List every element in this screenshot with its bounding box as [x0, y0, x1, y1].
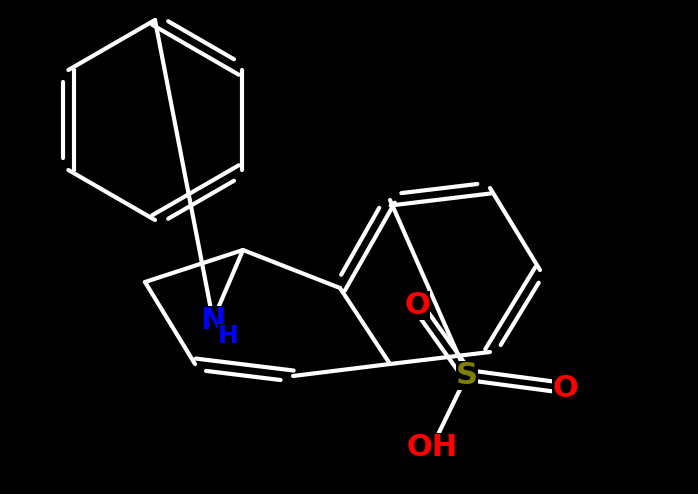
Text: N: N — [200, 305, 225, 334]
Text: O: O — [404, 290, 430, 320]
Text: S: S — [456, 361, 478, 389]
Text: O: O — [552, 373, 578, 403]
Text: H: H — [218, 324, 239, 348]
Text: OH: OH — [406, 433, 458, 461]
